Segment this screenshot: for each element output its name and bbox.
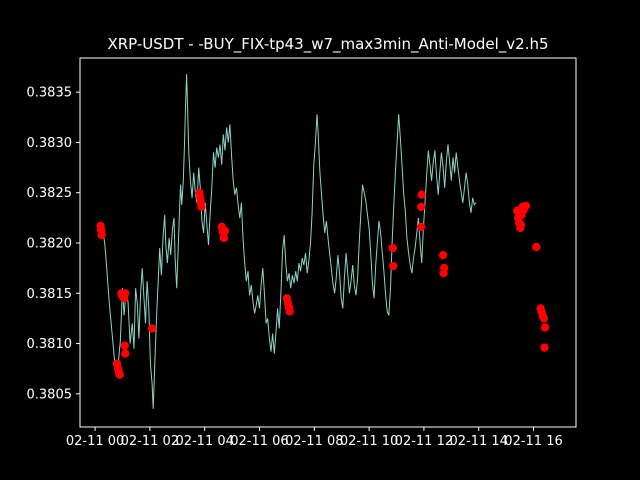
signal-marker	[438, 250, 448, 260]
price-line	[100, 74, 477, 409]
signal-marker	[417, 190, 426, 199]
y-tick-label: 0.3805	[27, 387, 73, 402]
x-tick-label: 02-11 10	[340, 434, 398, 449]
x-tick-label: 02-11 12	[395, 434, 453, 449]
y-axis: 0.3805 0.3810 0.3815 0.3820 0.3825 0.3830 0.38…	[27, 86, 80, 402]
x-tick-label: 02-11 00	[66, 434, 124, 449]
signal-marker	[539, 314, 549, 323]
y-tick-label: 0.3810	[27, 337, 73, 352]
signal-marker	[540, 323, 550, 332]
signal-marker	[521, 201, 531, 210]
x-tick-label: 02-11 08	[285, 434, 343, 449]
signal-marker	[540, 343, 549, 352]
chart-title: XRP-USDT - -BUY_FIX-tp43_w7_max3min_Anti…	[107, 35, 548, 54]
signal-marker	[219, 233, 229, 243]
signal-marker	[115, 370, 124, 379]
signal-marker	[220, 226, 230, 236]
signal-marker	[121, 349, 130, 358]
signal-marker	[285, 307, 294, 316]
signal-marker	[97, 230, 106, 240]
signal-marker	[516, 220, 526, 230]
signal-marker	[121, 289, 130, 298]
signal-marker	[532, 242, 541, 252]
x-tick-label: 02-11 16	[504, 434, 562, 449]
x-tick-label: 02-11 04	[175, 434, 233, 449]
signal-marker	[197, 202, 206, 211]
y-tick-label: 0.3835	[27, 86, 73, 101]
signal-marker	[388, 243, 397, 253]
x-tick-label: 02-11 14	[449, 434, 507, 449]
y-tick-label: 0.3820	[27, 237, 73, 252]
signal-marker	[417, 202, 426, 211]
y-tick-label: 0.3825	[27, 186, 73, 201]
y-tick-label: 0.3830	[27, 136, 73, 151]
signal-marker	[389, 261, 398, 271]
x-tick-label: 02-11 06	[230, 434, 288, 449]
y-tick-label: 0.3815	[27, 287, 73, 302]
axes-frame	[79, 57, 577, 428]
signal-marker	[147, 324, 157, 333]
signal-marker	[417, 222, 426, 232]
plot-area	[96, 74, 550, 409]
signal-marker	[439, 269, 448, 278]
x-tick-label: 02-11 02	[121, 434, 179, 449]
signal-marker	[120, 341, 129, 350]
